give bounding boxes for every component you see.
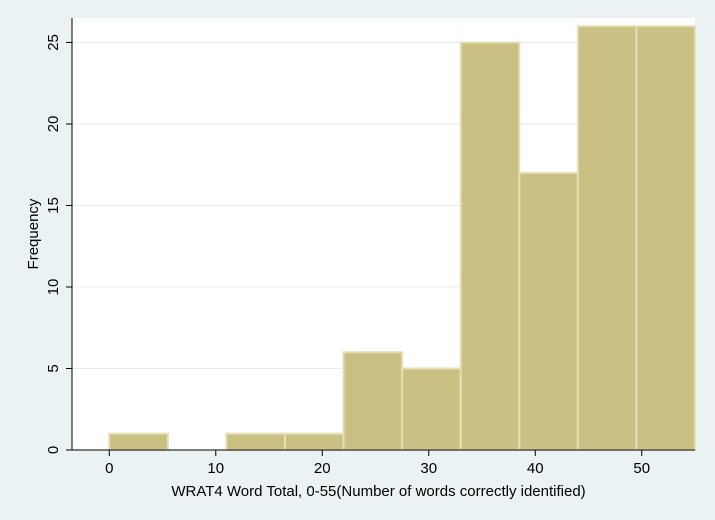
bar-9 [635,25,697,452]
y-tick-label: 0 [45,446,62,454]
x-tick-label: 10 [207,460,224,477]
bar-8 [576,25,638,452]
y-axis-label: Frequency [25,198,42,269]
bar-6 [459,41,521,452]
y-tick-label: 25 [45,34,62,51]
bar-5 [401,367,462,452]
bars [108,25,697,452]
x-tick-label: 40 [527,460,544,477]
bar-4 [342,351,404,452]
y-tick-label: 20 [45,116,62,133]
x-tick-label: 20 [314,460,331,477]
x-tick-label: 0 [105,460,113,477]
x-tick-label: 50 [633,460,650,477]
y-tick-label: 15 [45,197,62,214]
bar-7 [518,171,579,451]
y-tick-label: 10 [45,279,62,296]
x-tick-label: 30 [420,460,437,477]
y-axis: 0 5 10 15 20 25 [45,18,73,454]
x-axis-label: WRAT4 Word Total, 0-55(Number of words c… [171,483,585,500]
y-tick-label: 5 [45,364,62,372]
x-axis: 0 10 20 30 40 50 [72,449,695,477]
bar-0 [108,432,169,452]
bar-3 [283,432,345,452]
bar-2 [225,432,286,452]
